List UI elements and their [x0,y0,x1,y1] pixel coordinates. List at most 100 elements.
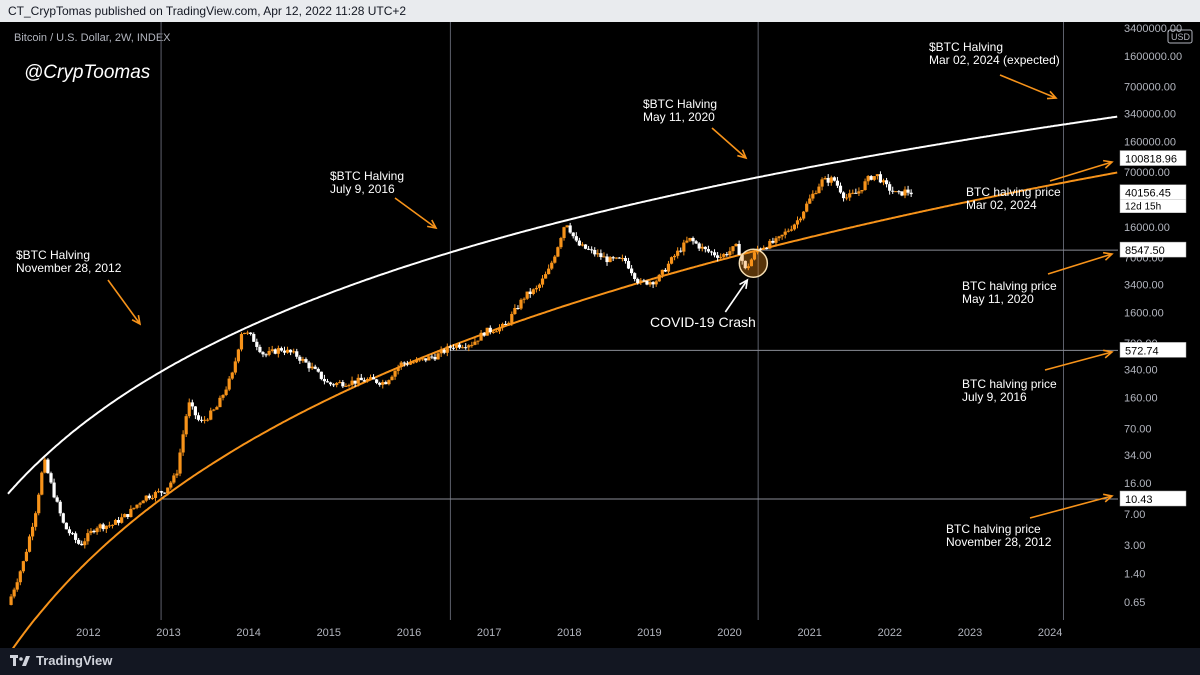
y-tick-label: 340000.00 [1124,108,1176,120]
axis-price-label: 572.74 [1119,342,1187,358]
candle [163,492,167,494]
candle [92,529,96,534]
candle [485,327,489,336]
footer-bar [0,648,1200,675]
candle [519,298,523,311]
candle [55,495,59,503]
candle [746,263,750,271]
candle [206,418,210,422]
candle [620,254,624,262]
y-tick-label: 70.00 [1124,423,1152,435]
candle [547,264,551,275]
tradingview-logo[interactable]: TradingView [10,653,112,668]
candle [725,251,729,257]
covid-crash-label: COVID-19 Crash [650,314,756,330]
candle [393,369,397,380]
candle [193,406,197,420]
halving-price-label-3: BTC halving price [962,279,1057,293]
candle [107,521,111,529]
y-tick-label: 3400.00 [1124,279,1164,291]
candle [869,175,873,181]
candle [405,360,409,367]
candle [365,377,370,383]
candles [9,171,913,606]
candle [694,239,698,245]
y-tick-label: 0.65 [1124,597,1145,609]
y-tick-label: 7.00 [1124,509,1145,521]
candle [199,416,204,423]
candle [338,379,342,384]
candle [12,587,16,599]
candle [80,540,84,546]
halving-price-arrow-2 [1044,349,1114,371]
candle [817,183,821,194]
candle [120,513,124,524]
candle [688,237,692,242]
halving-price-arrow-4 [1049,159,1114,182]
candle [73,531,78,544]
currency-badge-text: USD [1171,32,1191,42]
candle [540,275,545,288]
candle [9,594,13,606]
candle [716,251,720,262]
x-tick-label: 2021 [797,627,821,639]
publisher-bar: CT_CrypTomas published on TradingView.co… [0,0,1200,22]
candle [636,277,640,285]
candle [777,235,781,241]
candle [445,343,449,357]
candle [356,374,360,387]
candle [488,325,492,335]
candle [534,285,538,293]
candle [181,430,185,456]
candle [166,487,170,496]
candle [77,537,81,545]
y-tick-label: 3.00 [1124,540,1145,552]
axis-price-value: 8547.50 [1125,245,1165,257]
candle [654,279,658,287]
x-tick-label: 2019 [637,627,661,639]
candle [872,176,876,182]
candle [221,394,225,401]
candle [430,354,434,360]
candle [553,255,557,264]
tradingview-logo-text: TradingView [36,653,113,668]
candle [328,381,333,387]
candle [676,247,680,259]
halving-price-arrow-3 [1047,251,1114,275]
candle [848,189,852,201]
candle [304,357,308,363]
candle [187,398,191,419]
candle [826,174,830,187]
candle [645,280,649,286]
candle [381,379,385,389]
candle [448,344,452,351]
x-tick-label: 2016 [397,627,421,639]
watermark-handle: @CrypToomas [24,62,151,83]
candle [156,488,161,494]
candle [132,507,136,510]
candle [408,359,413,366]
axis-price-value: 100818.96 [1125,154,1177,166]
candle [52,478,56,499]
candle [110,524,115,529]
candle [464,343,468,350]
candle [482,331,486,337]
candle [596,249,600,258]
candle [863,178,867,191]
halving-date-3: May 11, 2020 [643,110,715,124]
axis-price-label: 10.43 [1119,490,1187,507]
halving-price-date-3: May 11, 2020 [962,292,1034,306]
candle [86,529,90,545]
candle [780,234,784,240]
y-tick-label: 1600.00 [1124,307,1164,319]
candle [264,353,268,358]
candle [282,346,287,356]
candle [396,364,400,375]
candle [743,260,747,270]
candle [786,228,790,233]
axis-price-value: 40156.45 [1125,188,1171,200]
candle [734,243,738,247]
y-tick-label: 70000.00 [1124,167,1170,179]
candle [427,355,431,361]
